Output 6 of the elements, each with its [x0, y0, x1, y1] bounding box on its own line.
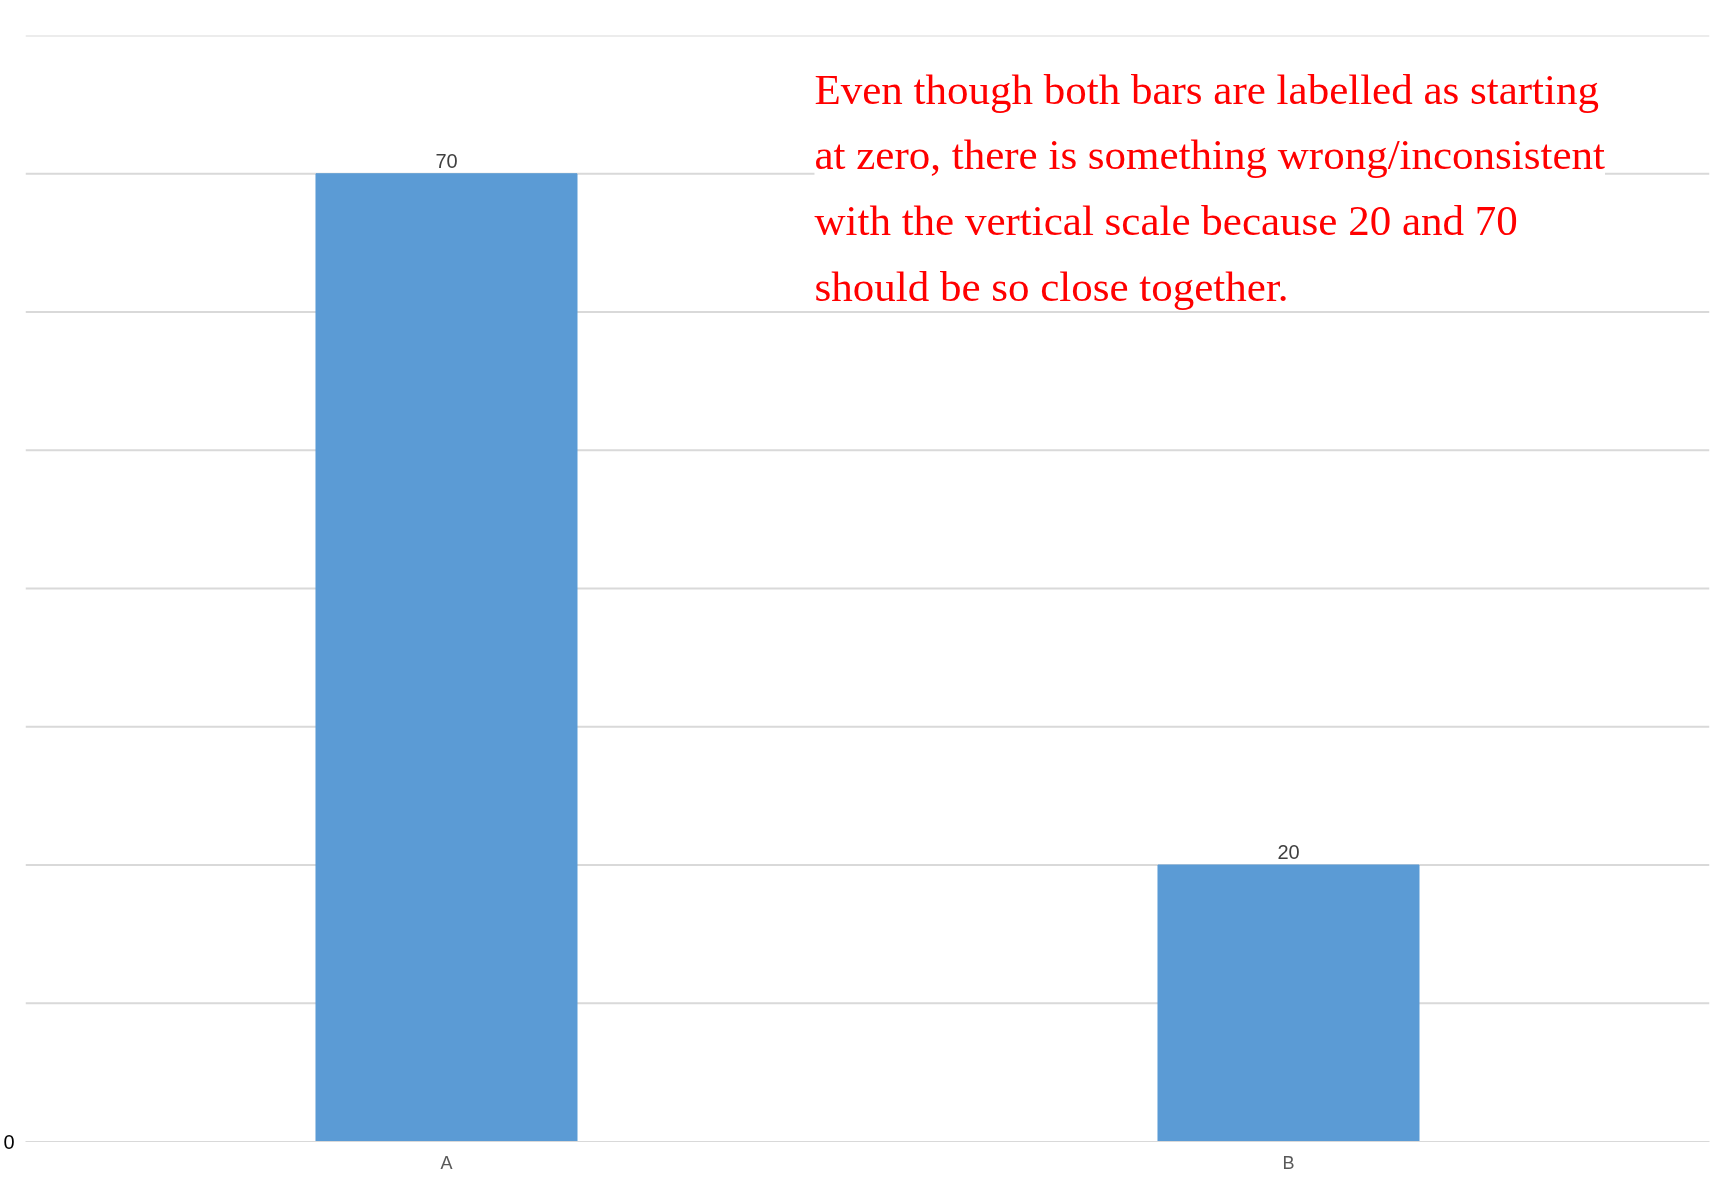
x-tick-label: A [440, 1152, 453, 1173]
text: 0 [3, 1130, 15, 1153]
annotation: Even though both bars are labelled as starting at zero, there is something wrong/inconsistent with the vertical scale because 20 and 70 should be so close together. [814, 65, 1606, 310]
x-tick-label: B [1282, 1152, 1295, 1173]
data-label: 20 [1277, 841, 1300, 863]
data-label: 70 [435, 149, 458, 172]
